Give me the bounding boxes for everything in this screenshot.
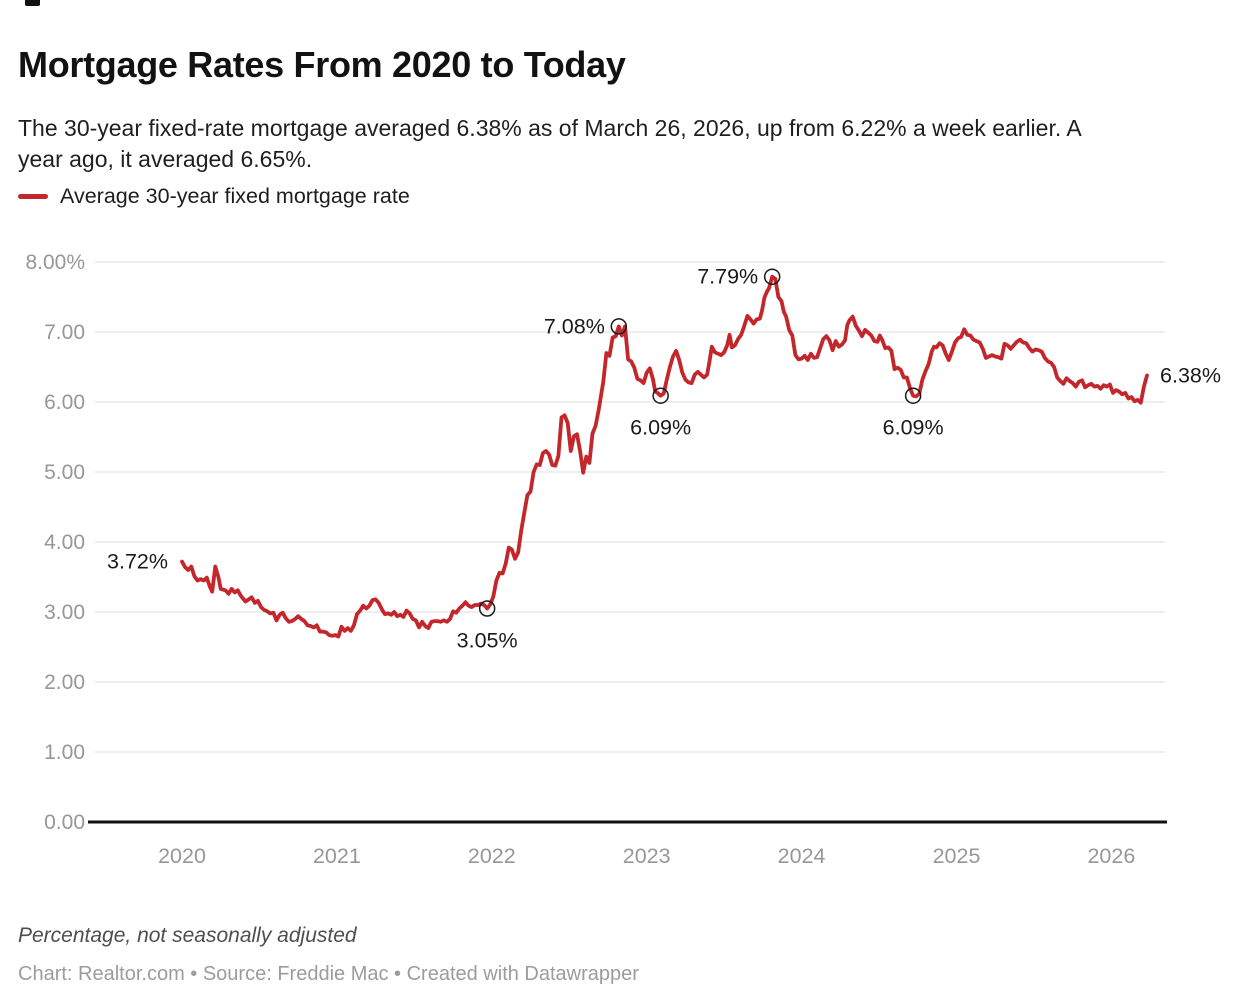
svg-text:2025: 2025 bbox=[933, 844, 981, 868]
svg-text:2024: 2024 bbox=[778, 844, 826, 868]
svg-text:6.00: 6.00 bbox=[44, 391, 85, 414]
page-title: Mortgage Rates From 2020 to Today bbox=[18, 44, 626, 86]
series-line bbox=[180, 274, 1149, 639]
svg-text:2021: 2021 bbox=[313, 844, 361, 868]
svg-text:0.00: 0.00 bbox=[44, 811, 85, 834]
gridlines bbox=[88, 261, 1167, 824]
svg-text:6.38%: 6.38% bbox=[1160, 363, 1221, 387]
x-axis-labels: 2020 2021 2022 2023 2024 2025 2026 bbox=[158, 844, 1135, 868]
svg-text:1.00: 1.00 bbox=[44, 741, 85, 764]
legend-label: Average 30-year fixed mortgage rate bbox=[60, 184, 410, 208]
top-edge-artifact bbox=[25, 0, 40, 6]
y-axis-labels: 0.00 1.00 2.00 3.00 4.00 5.00 6.00 7.00 8.00% bbox=[25, 251, 85, 834]
svg-text:6.09%: 6.09% bbox=[630, 416, 691, 440]
annotation-markers bbox=[478, 268, 922, 617]
legend-line-swatch bbox=[18, 194, 48, 199]
legend: Average 30-year fixed mortgage rate bbox=[18, 184, 410, 209]
svg-text:3.00: 3.00 bbox=[44, 601, 85, 624]
svg-text:2.00: 2.00 bbox=[44, 671, 85, 694]
svg-text:2022: 2022 bbox=[468, 844, 516, 868]
svg-text:3.05%: 3.05% bbox=[457, 629, 518, 653]
svg-text:7.08%: 7.08% bbox=[544, 314, 605, 338]
svg-text:7.79%: 7.79% bbox=[697, 265, 758, 289]
annotation-labels: 3.72% 3.05% 7.08% 6.09% 7.79% 6.09% 6.38% bbox=[107, 265, 1221, 653]
chart-subtitle: The 30-year fixed-rate mortgage averaged… bbox=[18, 115, 1081, 173]
svg-text:2026: 2026 bbox=[1087, 844, 1135, 868]
svg-text:2020: 2020 bbox=[158, 844, 206, 868]
footer-note: Percentage, not seasonally adjusted bbox=[18, 924, 357, 947]
svg-text:4.00: 4.00 bbox=[44, 531, 85, 554]
svg-text:8.00%: 8.00% bbox=[25, 251, 85, 274]
svg-text:3.72%: 3.72% bbox=[107, 550, 168, 574]
svg-text:2023: 2023 bbox=[623, 844, 671, 868]
svg-text:7.00: 7.00 bbox=[44, 321, 85, 344]
footer-credit: Chart: Realtor.com • Source: Freddie Mac… bbox=[18, 963, 639, 985]
svg-text:6.09%: 6.09% bbox=[883, 416, 944, 440]
svg-text:5.00: 5.00 bbox=[44, 461, 85, 484]
